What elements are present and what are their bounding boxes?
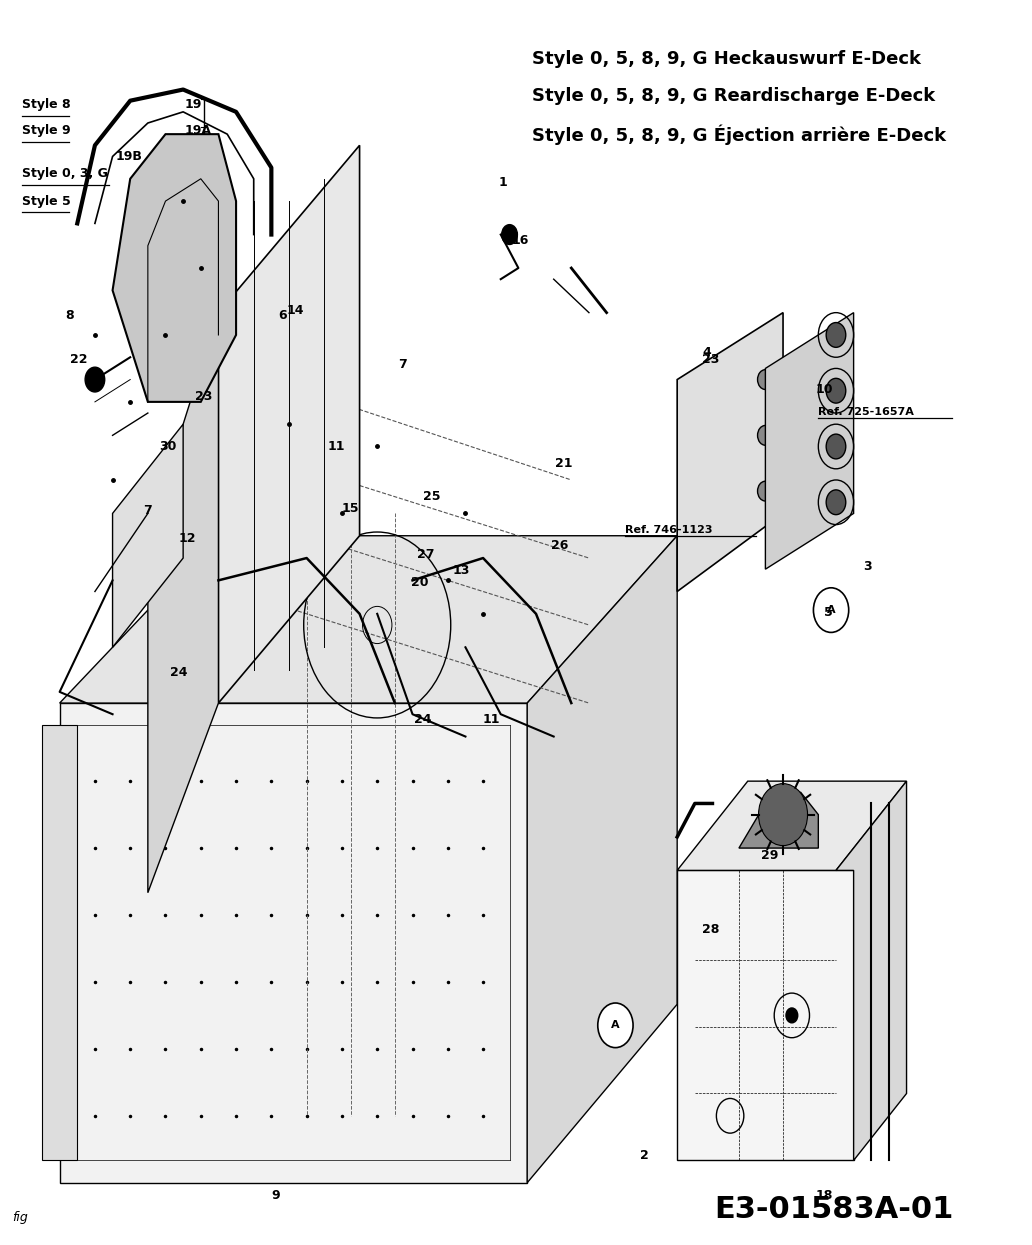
Text: 8: 8 — [65, 309, 73, 321]
Text: 9: 9 — [271, 1189, 280, 1201]
Circle shape — [759, 783, 808, 845]
Text: 11: 11 — [327, 439, 345, 453]
Text: 24: 24 — [170, 666, 188, 679]
Text: A: A — [827, 605, 835, 615]
Text: 19: 19 — [184, 98, 201, 111]
Text: Style 0, 5, 8, 9, G Éjection arrière E-Deck: Style 0, 5, 8, 9, G Éjection arrière E-D… — [533, 124, 946, 144]
Text: 15: 15 — [342, 502, 359, 515]
Text: 19B: 19B — [116, 149, 142, 163]
Text: Style 0, 5, 8, 9, G Reardischarge E-Deck: Style 0, 5, 8, 9, G Reardischarge E-Deck — [533, 87, 935, 105]
Text: A: A — [611, 1021, 620, 1031]
Text: 23: 23 — [195, 391, 213, 403]
Polygon shape — [219, 146, 359, 703]
Text: 4: 4 — [702, 346, 711, 359]
Text: E3-01583A-01: E3-01583A-01 — [714, 1195, 954, 1224]
Text: 6: 6 — [278, 309, 287, 321]
Text: 16: 16 — [512, 234, 529, 248]
Polygon shape — [677, 312, 783, 591]
Text: 13: 13 — [453, 564, 471, 576]
Text: 19A: 19A — [184, 124, 212, 137]
Circle shape — [827, 489, 846, 514]
Text: 11: 11 — [482, 712, 499, 726]
Text: 30: 30 — [159, 439, 176, 453]
Polygon shape — [42, 726, 77, 1160]
Text: 28: 28 — [702, 924, 719, 936]
Text: fig: fig — [12, 1210, 28, 1224]
Text: 18: 18 — [815, 1189, 833, 1201]
Circle shape — [757, 482, 773, 500]
Text: 12: 12 — [179, 532, 196, 545]
Text: 14: 14 — [286, 304, 303, 316]
Text: 23: 23 — [702, 354, 719, 366]
Text: 7: 7 — [143, 504, 153, 518]
Polygon shape — [766, 312, 853, 569]
Text: 25: 25 — [423, 489, 441, 503]
Text: 3: 3 — [863, 560, 872, 573]
Text: 2: 2 — [641, 1149, 649, 1162]
Circle shape — [757, 370, 773, 390]
Text: 10: 10 — [815, 383, 833, 396]
Text: Ref. 725-1657A: Ref. 725-1657A — [818, 407, 914, 417]
Polygon shape — [60, 703, 527, 1183]
Text: 24: 24 — [414, 712, 431, 726]
Text: Style 8: Style 8 — [23, 98, 71, 111]
Polygon shape — [836, 781, 906, 1160]
Text: 22: 22 — [70, 354, 88, 366]
Circle shape — [827, 435, 846, 459]
Text: 19C: 19C — [184, 194, 211, 208]
Text: 27: 27 — [418, 548, 434, 560]
Text: 21: 21 — [555, 457, 572, 471]
Text: Style 9: Style 9 — [23, 124, 71, 137]
Text: 20: 20 — [411, 576, 428, 589]
Text: 29: 29 — [761, 849, 778, 862]
Circle shape — [598, 1003, 633, 1047]
Text: 7: 7 — [398, 359, 407, 371]
Polygon shape — [739, 792, 818, 848]
Polygon shape — [677, 870, 853, 1160]
Polygon shape — [527, 535, 677, 1183]
Text: 1: 1 — [498, 176, 507, 189]
Circle shape — [827, 378, 846, 403]
Circle shape — [757, 426, 773, 446]
Circle shape — [85, 367, 104, 392]
Text: Style 0, 5, 8, 9, G Heckauswurf E-Deck: Style 0, 5, 8, 9, G Heckauswurf E-Deck — [533, 50, 922, 68]
Text: Ref. 746-1123: Ref. 746-1123 — [625, 524, 713, 534]
Polygon shape — [112, 425, 183, 647]
Polygon shape — [112, 134, 236, 402]
Text: Style 0, 3, G: Style 0, 3, G — [23, 167, 108, 181]
Circle shape — [502, 224, 517, 244]
Circle shape — [813, 588, 848, 632]
Circle shape — [827, 322, 846, 347]
Text: Style 5: Style 5 — [23, 194, 71, 208]
Text: 26: 26 — [551, 539, 569, 552]
Polygon shape — [677, 781, 906, 870]
Text: 5: 5 — [824, 606, 833, 619]
Polygon shape — [60, 535, 677, 703]
Polygon shape — [148, 312, 219, 893]
Circle shape — [786, 1008, 798, 1023]
